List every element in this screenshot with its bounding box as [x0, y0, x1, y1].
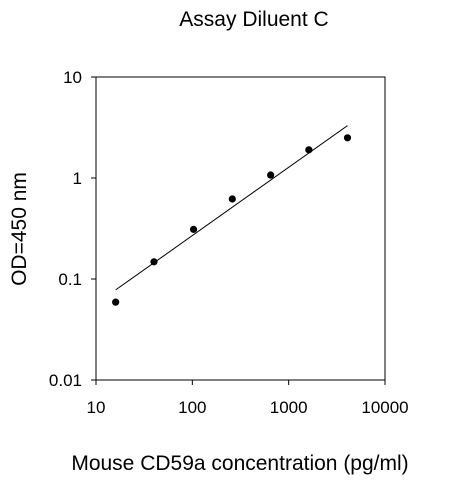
- fit-line: [115, 125, 348, 291]
- y-axis-ticks: 0.01 0.1 1 10: [49, 68, 96, 390]
- data-point: [228, 195, 236, 203]
- x-tick-label: 100: [178, 398, 206, 417]
- y-tick-label: 1: [73, 169, 82, 188]
- data-point: [267, 171, 275, 179]
- x-axis-ticks: 10 100 1000 10000: [87, 380, 409, 417]
- y-tick-label: 0.1: [58, 270, 82, 289]
- data-point: [189, 225, 198, 233]
- y-tick-label: 10: [63, 68, 82, 87]
- x-tick-label: 1000: [270, 398, 308, 417]
- data-point: [305, 146, 313, 154]
- x-axis-label: Mouse CD59a concentration (pg/ml): [71, 452, 408, 475]
- plot-frame: [95, 76, 386, 381]
- y-axis-label: OD=450 nm: [8, 172, 31, 286]
- data-point: [343, 134, 352, 142]
- data-point: [150, 258, 158, 266]
- x-tick-label: 10: [87, 398, 106, 417]
- y-tick-label: 0.01: [49, 371, 82, 390]
- data-point: [112, 298, 120, 306]
- data-points: [112, 134, 352, 306]
- x-tick-label: 10000: [361, 398, 408, 417]
- chart-title: Assay Diluent C: [179, 8, 328, 31]
